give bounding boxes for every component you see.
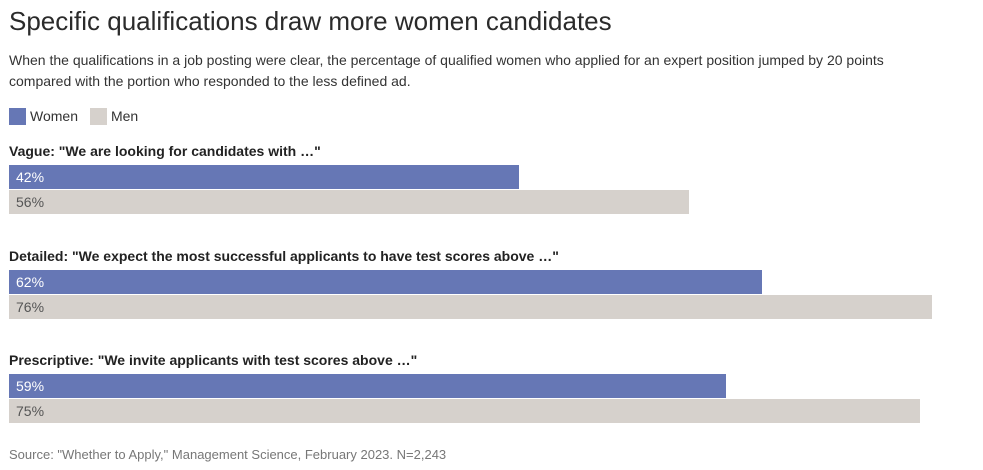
legend-label-men: Men xyxy=(110,107,139,124)
bar-value-label: 76% xyxy=(16,299,45,315)
bar-women: 62% xyxy=(9,270,762,294)
chart-title: Specific qualifications draw more women … xyxy=(9,6,612,36)
bar-women: 42% xyxy=(9,165,519,189)
chart-subtitle: When the qualifications in a job posting… xyxy=(9,52,884,89)
category-label: Prescriptive: "We invite applicants with… xyxy=(9,352,418,368)
bar-value-label: 62% xyxy=(16,274,45,290)
bar-value-label: 56% xyxy=(16,194,45,210)
bar-value-label: 75% xyxy=(16,403,45,419)
legend-swatch-men xyxy=(89,107,107,125)
category-label: Detailed: "We expect the most successful… xyxy=(9,248,559,264)
legend-item-women: Women xyxy=(9,107,78,125)
source-note: Source: "Whether to Apply," Management S… xyxy=(9,447,447,462)
category-label: Vague: "We are looking for candidates wi… xyxy=(9,143,321,159)
bar-men: 76% xyxy=(9,295,932,319)
bar-value-label: 59% xyxy=(16,378,45,394)
chart-legend: Women Men xyxy=(9,106,150,126)
legend-label-women: Women xyxy=(30,107,78,124)
bar-women: 59% xyxy=(9,374,726,398)
bar-value-label: 42% xyxy=(16,169,45,185)
legend-swatch-women xyxy=(9,107,26,125)
bar-men: 75% xyxy=(9,399,920,423)
bar-men: 56% xyxy=(9,190,689,214)
legend-item-men: Men xyxy=(89,107,139,125)
